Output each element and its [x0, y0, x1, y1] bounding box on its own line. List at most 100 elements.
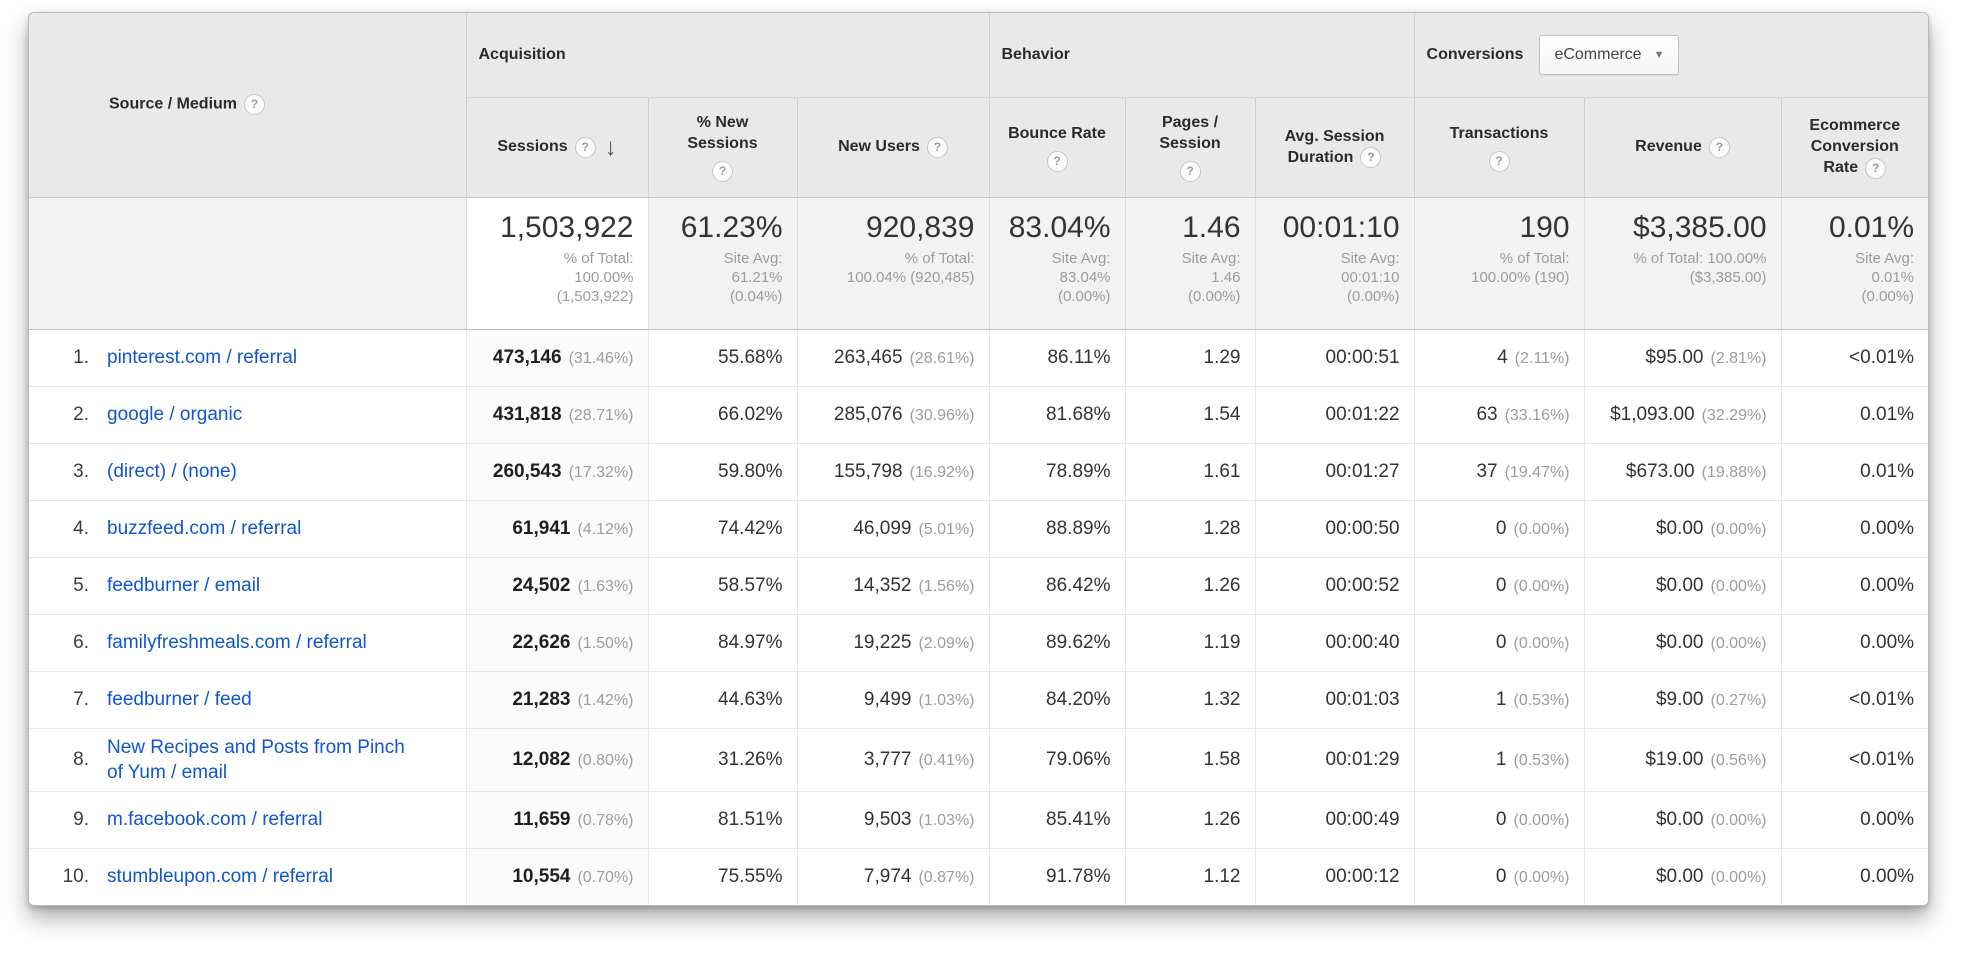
- new-users-cell: 9,503 (1.03%): [796, 790, 989, 848]
- summary-source-cell: [29, 197, 466, 330]
- source-medium-cell: 2. google / organic: [29, 385, 466, 443]
- transactions-cell: 0 (0.00%): [1413, 499, 1585, 557]
- sort-descending-icon[interactable]: ↓: [604, 133, 617, 161]
- summary-transactions: 190 % of Total: 100.00% (190): [1413, 197, 1585, 330]
- table-row: 9. m.facebook.com / referral 11,659 (0.78…: [29, 790, 1929, 848]
- analytics-table: Source / Medium? Acquisition Behavior Co…: [28, 12, 1930, 906]
- pages-session-cell: 1.26: [1124, 556, 1255, 614]
- table-row: 5. feedburner / email 24,502 (1.63%) 58.5…: [29, 556, 1929, 614]
- revenue-cell: $0.00 (0.00%): [1583, 790, 1782, 848]
- help-icon[interactable]: ?: [1360, 147, 1382, 169]
- help-icon[interactable]: ?: [1708, 136, 1730, 158]
- sessions-cell: 431,818 (28.71%): [465, 385, 648, 443]
- table-row: 8. New Recipes and Posts from Pinch of Y…: [29, 727, 1929, 791]
- column-header-ecommerce-conversion-rate[interactable]: Ecommerce Conversion Rate?: [1780, 97, 1929, 198]
- column-header-transactions[interactable]: Transactions ?: [1413, 97, 1585, 198]
- column-header-new-users[interactable]: New Users?: [796, 97, 989, 198]
- column-header-bounce-rate[interactable]: Bounce Rate ?: [988, 97, 1125, 198]
- ecommerce-conversion-rate-cell: 0.00%: [1780, 556, 1929, 614]
- revenue-cell: $0.00 (0.00%): [1583, 556, 1782, 614]
- sessions-cell: 24,502 (1.63%): [465, 556, 648, 614]
- column-header-avg-session-duration[interactable]: Avg. Session Duration?: [1254, 97, 1415, 198]
- table-row: 3. (direct) / (none) 260,543 (17.32%) 59.…: [29, 442, 1929, 500]
- avg-session-duration-cell: 00:01:03: [1254, 670, 1415, 728]
- transactions-cell: 1 (0.53%): [1413, 670, 1585, 728]
- row-rank: 8.: [73, 748, 89, 770]
- percent-new-sessions-cell: 75.55%: [647, 847, 797, 905]
- acquisition-label: Acquisition: [478, 45, 566, 63]
- sessions-cell: 11,659 (0.78%): [465, 790, 648, 848]
- avg-session-duration-cell: 00:00:50: [1254, 499, 1415, 557]
- source-medium-link[interactable]: pinterest.com / referral: [107, 347, 298, 368]
- help-icon[interactable]: ?: [1865, 157, 1887, 179]
- ecommerce-conversion-rate-cell: <0.01%: [1780, 329, 1929, 386]
- column-header-percent-new-sessions[interactable]: % New Sessions ?: [647, 97, 797, 198]
- bounce-rate-cell: 86.42%: [988, 556, 1125, 614]
- column-header-revenue[interactable]: Revenue?: [1583, 97, 1782, 198]
- pages-session-cell: 1.58: [1124, 727, 1255, 791]
- chevron-down-icon: ▼: [1653, 48, 1665, 61]
- new-users-cell: 9,499 (1.03%): [796, 670, 989, 728]
- metric-header-row: Sessions? ↓ % New Sessions ? New Users? B…: [29, 97, 1929, 198]
- pages-session-cell: 1.32: [1124, 670, 1255, 728]
- new-users-cell: 46,099 (5.01%): [796, 499, 989, 557]
- transactions-cell: 4 (2.11%): [1413, 329, 1585, 386]
- column-header-source-medium: Source / Medium?: [29, 13, 467, 198]
- pages-session-cell: 1.61: [1124, 442, 1255, 500]
- table-body: 1. pinterest.com / referral 473,146 (31.4…: [29, 329, 1929, 905]
- source-medium-link[interactable]: (direct) / (none): [107, 461, 237, 482]
- new-users-cell: 19,225 (2.09%): [796, 613, 989, 671]
- ecommerce-conversion-rate-cell: 0.01%: [1780, 385, 1929, 443]
- transactions-cell: 0 (0.00%): [1413, 790, 1585, 848]
- summary-sessions: 1,503,922 % of Total: 100.00% (1,503,922): [465, 197, 648, 330]
- source-medium-link[interactable]: familyfreshmeals.com / referral: [107, 632, 367, 653]
- pages-session-cell: 1.19: [1124, 613, 1255, 671]
- help-icon[interactable]: ?: [1488, 150, 1510, 172]
- source-medium-cell: 8. New Recipes and Posts from Pinch of Y…: [29, 727, 466, 791]
- bounce-rate-cell: 86.11%: [988, 329, 1125, 386]
- source-medium-link[interactable]: m.facebook.com / referral: [107, 809, 323, 830]
- help-icon[interactable]: ?: [574, 136, 596, 158]
- source-medium-link[interactable]: New Recipes and Posts from Pinch of Yum …: [107, 736, 405, 783]
- help-icon[interactable]: ?: [712, 161, 733, 182]
- source-medium-label: Source / Medium: [109, 95, 238, 113]
- row-rank: 10.: [62, 865, 89, 887]
- new-users-cell: 14,352 (1.56%): [796, 556, 989, 614]
- source-medium-link[interactable]: stumbleupon.com / referral: [107, 866, 333, 888]
- percent-new-sessions-cell: 81.51%: [647, 790, 797, 848]
- help-icon[interactable]: ?: [926, 136, 948, 158]
- source-medium-link[interactable]: feedburner / feed: [107, 689, 252, 710]
- help-icon[interactable]: ?: [244, 94, 266, 116]
- table-row: 7. feedburner / feed 21,283 (1.42%) 44.63…: [29, 670, 1929, 728]
- revenue-cell: $19.00 (0.56%): [1583, 727, 1782, 791]
- pages-session-cell: 1.12: [1124, 847, 1255, 905]
- bounce-rate-cell: 84.20%: [988, 670, 1125, 728]
- summary-pages-session: 1.46 Site Avg: 1.46 (0.00%): [1124, 197, 1255, 330]
- source-medium-cell: 7. feedburner / feed: [29, 670, 466, 728]
- bounce-rate-cell: 81.68%: [988, 385, 1125, 443]
- new-users-cell: 155,798 (16.92%): [796, 442, 989, 500]
- sessions-cell: 473,146 (31.46%): [465, 329, 648, 386]
- pages-session-cell: 1.29: [1124, 329, 1255, 386]
- column-header-pages-session[interactable]: Pages / Session ?: [1124, 97, 1255, 198]
- group-header-conversions: Conversions eCommerce ▼: [1413, 13, 1929, 98]
- source-medium-link[interactable]: buzzfeed.com / referral: [107, 518, 302, 539]
- conversions-label: Conversions: [1426, 45, 1524, 63]
- ecommerce-conversion-rate-cell: 0.01%: [1780, 442, 1929, 500]
- source-medium-cell: 6. familyfreshmeals.com / referral: [29, 613, 466, 671]
- bounce-rate-cell: 88.89%: [988, 499, 1125, 557]
- column-header-sessions[interactable]: Sessions? ↓: [465, 97, 648, 198]
- summary-avg-session-duration: 00:01:10 Site Avg: 00:01:10 (0.00%): [1254, 197, 1415, 330]
- row-rank: 6.: [73, 631, 89, 653]
- percent-new-sessions-cell: 55.68%: [647, 329, 797, 386]
- help-icon[interactable]: ?: [1179, 161, 1201, 182]
- source-medium-link[interactable]: feedburner / email: [107, 575, 261, 596]
- help-icon[interactable]: ?: [1046, 150, 1068, 172]
- ecommerce-conversion-rate-cell: 0.00%: [1780, 499, 1929, 557]
- new-users-cell: 7,974 (0.87%): [796, 847, 989, 905]
- conversions-goal-dropdown[interactable]: eCommerce ▼: [1539, 34, 1680, 75]
- table-row: 10. stumbleupon.com / referral 10,554 (0.…: [29, 847, 1929, 905]
- table-row: 2. google / organic 431,818 (28.71%) 66.0…: [29, 385, 1929, 443]
- source-medium-link[interactable]: google / organic: [107, 404, 243, 425]
- table-row: 4. buzzfeed.com / referral 61,941 (4.12%)…: [29, 499, 1929, 557]
